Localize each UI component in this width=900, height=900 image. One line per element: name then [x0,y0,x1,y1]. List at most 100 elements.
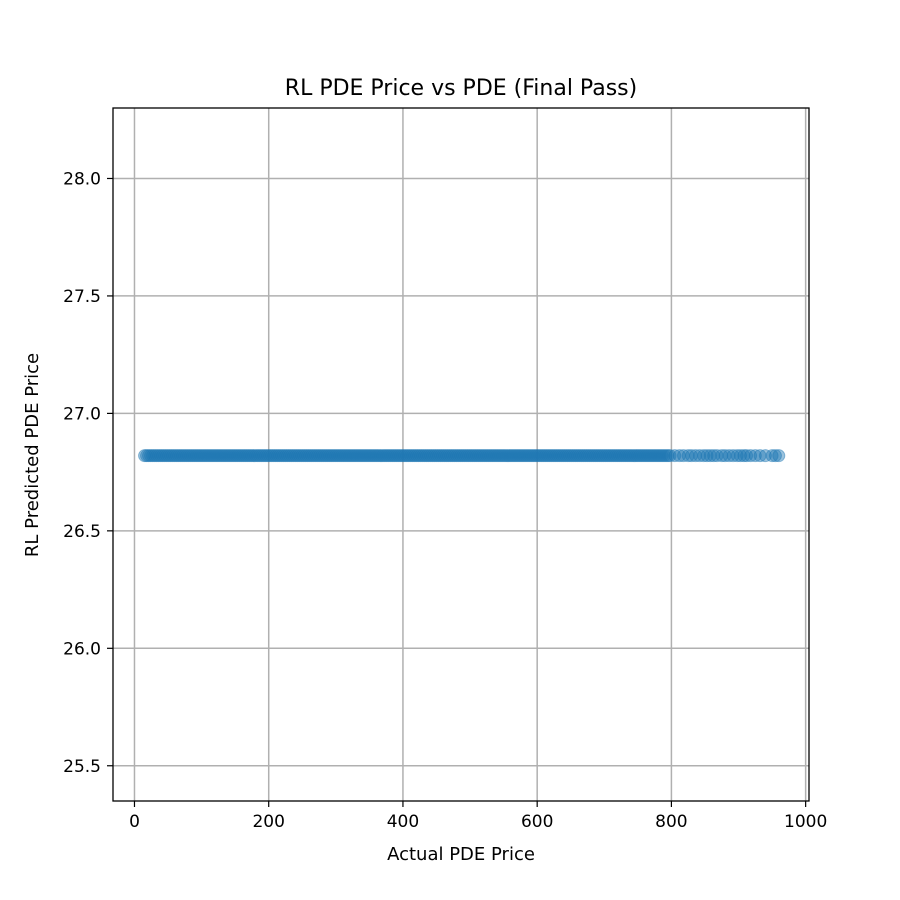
data-point [341,449,355,463]
data-point [444,449,458,463]
data-point [140,449,154,463]
data-point [611,449,625,463]
data-point [518,449,532,463]
data-point [226,449,240,463]
data-point [281,449,295,463]
data-point [432,449,446,463]
data-point [359,449,373,463]
data-point [740,449,754,463]
data-point [176,449,190,463]
data-point [254,449,268,463]
data-point [564,449,578,463]
data-point [148,449,162,463]
data-point [295,449,309,463]
data-point [643,449,657,463]
data-point [200,449,214,463]
data-point [413,449,427,463]
x-axis-label: Actual PDE Price [387,844,535,865]
data-point [160,449,174,463]
data-point [377,449,391,463]
data-point [566,449,580,463]
data-point [218,449,232,463]
data-point [291,449,305,463]
data-point [558,449,572,463]
data-point [454,449,468,463]
data-point [411,449,425,463]
data-point [758,449,772,463]
data-point [248,449,262,463]
data-point [162,449,176,463]
data-point [585,449,599,463]
data-point [514,449,528,463]
data-point [627,449,641,463]
data-point [274,449,288,463]
data-point [407,449,421,463]
data-point [230,449,244,463]
data-point [196,449,210,463]
data-point [327,449,341,463]
data-point [538,449,552,463]
data-point [734,449,748,463]
x-tick-label: 1000 [784,812,827,832]
plot-frame [112,107,810,802]
data-point [361,449,375,463]
x-axis-ticks: 0 200 400 600 800 1000 [129,801,827,832]
data-point [264,449,278,463]
y-axis-label: RL Predicted PDE Price [22,353,43,557]
data-point [560,449,574,463]
y-tick-label: 28.0 [63,169,101,189]
data-point [478,449,492,463]
data-point [591,449,605,463]
data-point [184,449,198,463]
data-point [500,449,514,463]
data-point [208,449,222,463]
data-point [621,449,635,463]
data-point [220,449,234,463]
data-point [452,449,466,463]
data-point [572,449,586,463]
data-point [530,449,544,463]
data-point [494,449,508,463]
data-point [204,449,218,463]
data-point [456,449,470,463]
data-point [528,449,542,463]
data-point [260,449,274,463]
data-point [641,449,655,463]
data-point [357,449,371,463]
data-point [446,449,460,463]
data-point [164,449,178,463]
data-point [202,449,216,463]
data-point [297,449,311,463]
data-point [707,449,721,463]
data-point [212,449,226,463]
data-point [550,449,564,463]
data-point [700,449,714,463]
data-point [303,449,317,463]
data-point [355,449,369,463]
data-point [597,449,611,463]
data-point [152,449,166,463]
data-point [488,449,502,463]
data-point [540,449,554,463]
data-point [409,449,423,463]
data-point [349,449,363,463]
data-point [399,449,413,463]
data-point [385,449,399,463]
data-point [520,449,534,463]
data-point [681,449,695,463]
data-point [238,449,252,463]
data-point [633,449,647,463]
data-point [315,449,329,463]
data-point [156,449,170,463]
data-point [715,449,729,463]
data-point [268,449,282,463]
data-point [595,449,609,463]
data-point [401,449,415,463]
data-point [522,449,536,463]
data-point [270,449,284,463]
data-point [506,449,520,463]
data-point [542,449,556,463]
data-point [726,449,740,463]
data-point [703,449,717,463]
